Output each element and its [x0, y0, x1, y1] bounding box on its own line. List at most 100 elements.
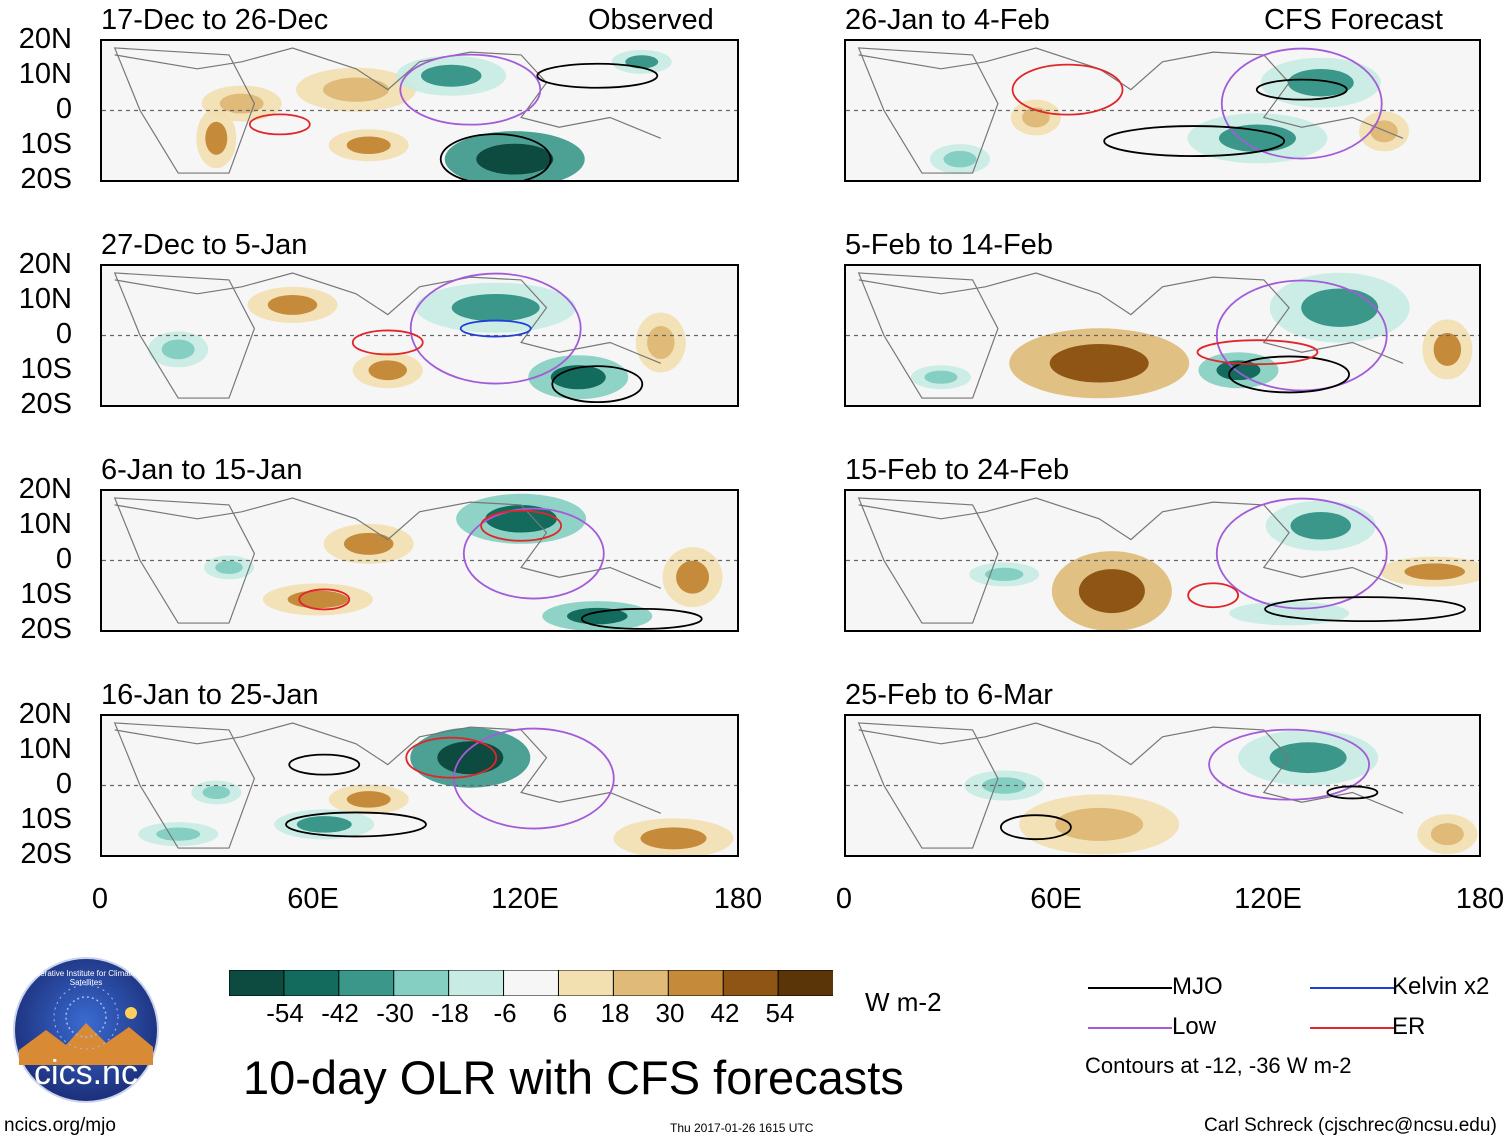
olr-anomaly-core [982, 777, 1027, 794]
panel-title-fc-2: 5-Feb to 14-Feb [845, 229, 1053, 261]
lat-20n: 20N [18, 248, 72, 280]
lat-10s: 10S [20, 353, 72, 385]
olr-anomaly-core [202, 785, 231, 800]
lat-10n: 10N [18, 733, 72, 765]
wave-contour [1220, 47, 1383, 160]
map-shading [846, 272, 1479, 399]
legend-mjo-line [1088, 987, 1172, 989]
colorbar-swatch [667, 969, 725, 997]
olr-anomaly-core [1049, 344, 1149, 383]
wave-contour [285, 811, 427, 838]
panel-title-obs-3: 6-Jan to 15-Jan [101, 454, 303, 486]
wave-contour [536, 62, 659, 89]
africa-coastline [113, 722, 256, 849]
lat-20n: 20N [18, 698, 72, 730]
wave-contour [1228, 355, 1351, 394]
coastline [858, 497, 1404, 589]
lon-120e-left: 120E [491, 883, 559, 915]
main-title: 10-day OLR with CFS forecasts [243, 1051, 904, 1104]
lat-10n: 10N [18, 58, 72, 90]
olr-anomaly-core [1404, 563, 1465, 580]
wave-contour [298, 588, 351, 611]
logo-ring-text: Cooperative Institute for Climate and Sa… [21, 969, 151, 987]
wave-contour [462, 507, 605, 600]
wave-contour [439, 133, 552, 180]
map-shading [846, 47, 1479, 175]
colorbar-swatch [393, 969, 450, 997]
olr-anomaly-core [1287, 68, 1354, 97]
map-obs-1 [100, 39, 739, 182]
olr-anomaly-core [1370, 120, 1398, 143]
panel-title-fc-1: 26-Jan to 4-Feb [845, 4, 1050, 36]
olr-anomaly-core [267, 295, 318, 315]
olr-anomaly-core [640, 827, 707, 850]
lat-10s: 10S [20, 128, 72, 160]
panel-title-obs-1: 17-Dec to 26-Dec [101, 4, 329, 36]
lat-10s: 10S [20, 578, 72, 610]
legend-kelvin-line [1310, 987, 1394, 989]
wave-contour [409, 272, 582, 385]
colorbar-swatch [338, 969, 395, 997]
cb-label-5: 6 [552, 998, 568, 1028]
lon-0-left: 0 [91, 883, 109, 915]
cb-label-0: -54 [266, 998, 304, 1028]
olr-anomaly-core [1216, 360, 1261, 381]
coastline [114, 497, 662, 589]
olr-anomaly-core [1290, 512, 1351, 540]
wave-contour [399, 53, 542, 126]
map-fc-4 [844, 714, 1481, 857]
wave-contour [580, 607, 703, 630]
map-obs-4 [100, 714, 739, 857]
lat-20s: 20S [20, 838, 72, 870]
legend-mjo-label: MJO [1172, 973, 1223, 1000]
wave-contour [1215, 279, 1388, 392]
cb-label-8: 42 [710, 998, 740, 1028]
olr-anomaly-core [550, 365, 606, 390]
olr-anomaly-core [1301, 288, 1379, 327]
legend-low-line [1088, 1027, 1172, 1029]
legend-er-line [1310, 1027, 1394, 1029]
wave-contour [351, 329, 424, 356]
olr-anomaly-core [296, 816, 352, 833]
coastline [114, 722, 662, 814]
olr-anomaly-core [676, 560, 710, 594]
map-fc-3 [844, 489, 1481, 632]
lat-10n: 10N [18, 508, 72, 540]
lat-20n: 20N [18, 473, 72, 505]
lon-180-left: 180 [713, 883, 763, 915]
olr-anomaly-core [985, 567, 1024, 581]
olr-anomaly-core [1218, 124, 1296, 153]
coastline [114, 272, 662, 364]
lat-0: 0 [55, 768, 72, 800]
legend-low-label: Low [1172, 1013, 1217, 1040]
olr-anomaly-core [1269, 742, 1347, 774]
olr-anomaly-core [1256, 606, 1323, 620]
colorbar-units: W m-2 [865, 987, 942, 1017]
olr-anomaly-core [287, 590, 349, 609]
olr-anomaly-core [323, 77, 389, 102]
forecast-label: CFS Forecast [1264, 4, 1443, 36]
observed-label: Observed [588, 4, 714, 36]
olr-anomaly-core [205, 121, 228, 155]
olr-anomaly-core [476, 143, 554, 175]
cics-logo: Cooperative Institute for Climate and Sa… [11, 955, 161, 1105]
olr-anomaly-core [625, 55, 659, 69]
colorbar-swatch [503, 969, 560, 997]
map-shading [102, 272, 737, 404]
africa-coastline [857, 722, 999, 849]
panel-title-fc-3: 15-Feb to 24-Feb [845, 454, 1070, 486]
footer-timestamp: Thu 2017-01-26 1615 UTC [670, 1121, 814, 1135]
olr-anomaly-core [943, 150, 977, 168]
lat-20n: 20N [18, 23, 72, 55]
africa-coastline [857, 47, 999, 174]
wave-contour [1264, 596, 1466, 623]
olr-anomaly-core [346, 791, 391, 808]
lat-10n: 10N [18, 283, 72, 315]
olr-anomaly-core [215, 560, 243, 575]
lon-180-right: 180 [1455, 883, 1505, 915]
lat-0: 0 [55, 543, 72, 575]
legend-contour-note: Contours at -12, -36 W m-2 [1085, 1053, 1352, 1078]
panel-title-obs-2: 27-Dec to 5-Jan [101, 229, 308, 261]
colorbar-swatch [557, 969, 615, 997]
colorbar [228, 969, 835, 997]
